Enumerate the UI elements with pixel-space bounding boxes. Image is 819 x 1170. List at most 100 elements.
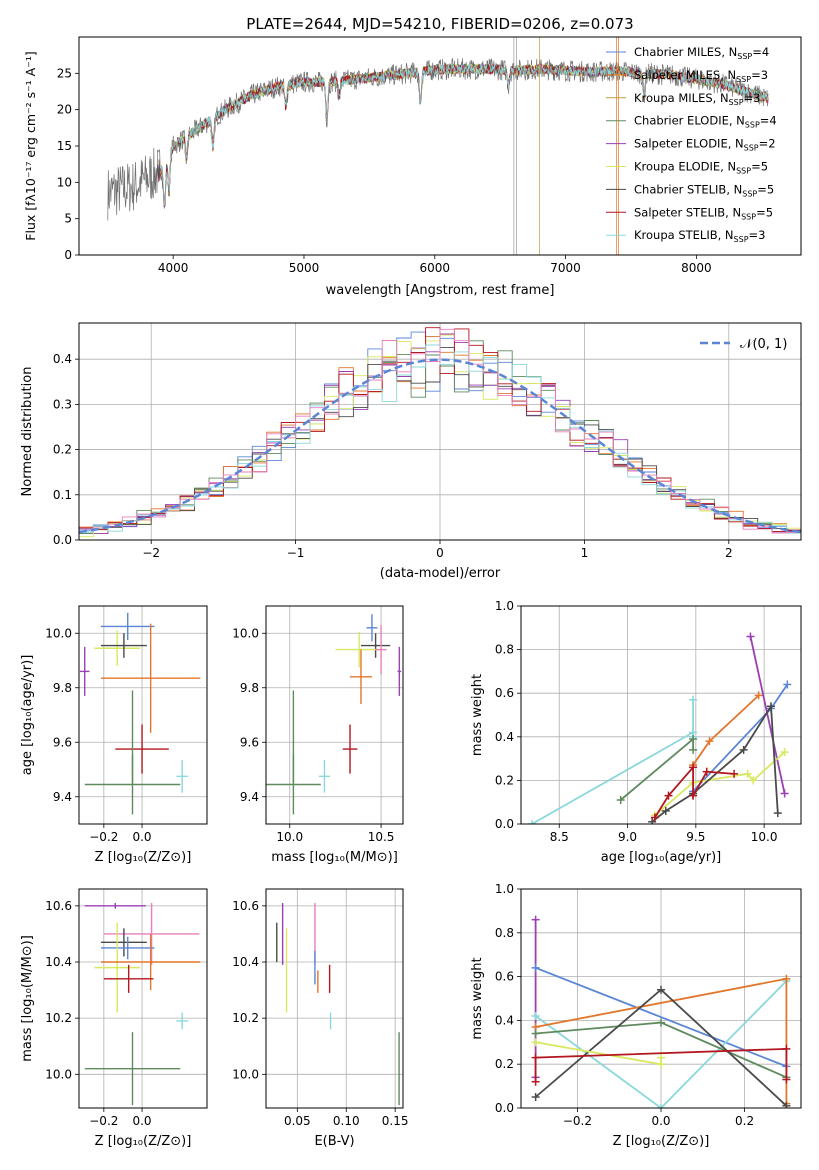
y-tick-label: 10.0: [232, 1067, 259, 1081]
x-axis-label: (data-model)/error: [380, 566, 501, 581]
weight_vs_age-panel: 8.5 9.0 9.5 10.0 0.0 0.2 0.4 0.6 0.8 1.0 age [log₁…: [470, 599, 802, 865]
plot-area: [276, 903, 400, 1106]
y-tick-label: 10.2: [232, 1011, 259, 1025]
series-point: [648, 817, 657, 824]
x-tick-label: 10.5: [368, 830, 395, 844]
y-axis-label: mass weight: [470, 674, 485, 756]
x-tick-label: 0.10: [333, 1114, 360, 1128]
series-point: [730, 769, 739, 778]
plot-area: [527, 632, 792, 824]
spectrum-panel: 4000 5000 6000 7000 8000 0 5 10 15 20 25 wavelength…: [23, 36, 802, 298]
x-tick-label: 8.5: [550, 830, 569, 844]
y-tick-label: 1.0: [495, 882, 514, 896]
y-tick-label: 10: [57, 175, 72, 189]
residuals-panel: −2 −1 0 1 2 0.0 0.1 0.2 0.3 0.4 (data-model)/error…: [20, 322, 802, 581]
series-point: [782, 1075, 791, 1084]
x-tick-label: −2: [142, 546, 160, 560]
error-point: [350, 649, 372, 705]
legend-entry: Chabrier ELODIE, NSSP=4: [634, 114, 777, 130]
series-point: [705, 737, 714, 746]
series-line: [749, 636, 786, 794]
error-point: [176, 759, 188, 793]
y-tick-label: 1.0: [495, 599, 514, 613]
x-tick-label: −0.2: [563, 1114, 592, 1128]
x-tick-label: 0.05: [284, 1114, 311, 1128]
series-line: [651, 703, 779, 823]
axes-frame: [265, 605, 404, 825]
axes-frame: [520, 888, 802, 1109]
x-tick-label: 0.0: [132, 830, 151, 844]
error-point: [375, 625, 387, 675]
y-tick-label: 0.8: [495, 643, 514, 657]
error-point: [103, 903, 200, 965]
x-axis-label: Z [log₁₀(Z/Z⊙)]: [95, 850, 192, 865]
x-tick-label: 2: [725, 546, 733, 560]
series-point: [782, 1101, 791, 1108]
series-line: [535, 980, 788, 1108]
y-axis-label: Normed distribution: [20, 367, 35, 497]
error-point: [103, 964, 154, 993]
error-point: [176, 1012, 188, 1030]
error-point: [100, 933, 201, 991]
plot-area: [531, 915, 791, 1108]
mass_vs_Z-panel: −0.2 0.0 10.0 10.2 10.4 10.6 Z [log₁₀(Z/Z⊙)] ma…: [20, 888, 208, 1149]
y-tick-label: 9.8: [240, 681, 259, 695]
y-tick-label: 0.0: [495, 817, 514, 831]
y-tick-label: 0.8: [495, 926, 514, 940]
series-point: [531, 1029, 540, 1038]
x-axis-label: Z [log₁₀(Z/Z⊙)]: [613, 1134, 710, 1149]
x-tick-label: −1: [287, 546, 305, 560]
y-tick-label: 25: [57, 66, 72, 80]
series-point: [773, 809, 782, 818]
mass_vs_EBV-panel: 0.05 0.10 0.15 10.0 10.2 10.4 10.6 E(B-V): [232, 888, 409, 1149]
error-point: [397, 646, 402, 696]
y-tick-label: 0.2: [495, 1057, 514, 1071]
y-tick-label: 9.4: [240, 790, 259, 804]
x-tick-label: −0.2: [89, 830, 118, 844]
x-tick-label: 0.0: [651, 1114, 670, 1128]
y-tick-label: 0.0: [53, 533, 72, 547]
x-axis-label: Z [log₁₀(Z/Z⊙)]: [95, 1134, 192, 1149]
series-point: [746, 632, 755, 641]
series-point: [531, 1012, 540, 1021]
x-axis-label: wavelength [Angstrom, rest frame]: [326, 283, 555, 298]
series-point: [749, 776, 758, 785]
error-point: [100, 936, 155, 960]
normal-curve: [79, 358, 801, 534]
axes-frame: [78, 888, 208, 1109]
legend-entry: Chabrier MILES, NSSP=4: [634, 45, 769, 61]
series-point: [689, 695, 698, 704]
axes-frame: [78, 605, 208, 825]
error-point: [100, 633, 147, 658]
error-point: [94, 630, 141, 666]
error-point: [94, 922, 141, 1013]
y-tick-label: 20: [57, 103, 72, 117]
series-point: [782, 974, 791, 983]
series-point: [754, 691, 763, 700]
series-point: [743, 769, 752, 778]
series-point: [664, 791, 673, 800]
y-tick-label: 0.3: [53, 397, 72, 411]
error-point: [100, 612, 155, 641]
y-tick-label: 9.8: [53, 681, 72, 695]
error-point: [84, 903, 146, 909]
series-line: [531, 699, 694, 824]
error-point: [318, 759, 330, 793]
legend-entry: Kroupa STELIB, NSSP=3: [634, 228, 765, 244]
y-tick-label: 10.6: [45, 899, 72, 913]
error-point: [79, 646, 90, 696]
series-point: [531, 1077, 540, 1086]
series-point: [783, 680, 792, 689]
y-axis-label: mass [log₁₀(M/M⊙)]: [20, 935, 35, 1062]
series-point: [527, 820, 536, 824]
spectrum-line: [107, 58, 769, 221]
error-point: [366, 614, 378, 642]
x-tick-label: 9.0: [618, 830, 637, 844]
error-point: [115, 724, 169, 774]
series-point: [531, 963, 540, 972]
y-tick-label: 10.2: [45, 1011, 72, 1025]
y-tick-label: 9.4: [53, 790, 72, 804]
x-axis-label: age [log₁₀(age/yr)]: [601, 850, 722, 865]
series-point: [739, 745, 748, 754]
